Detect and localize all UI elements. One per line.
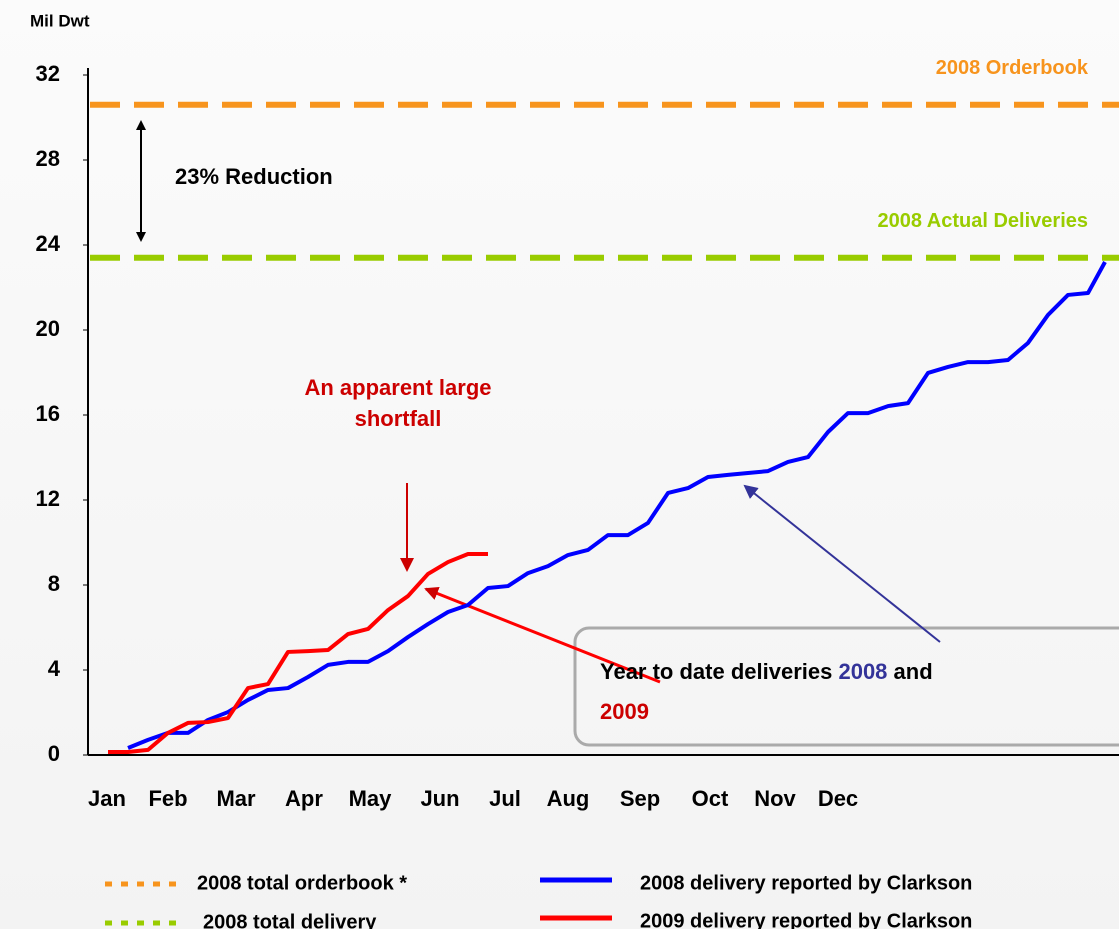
x-tick-label: Nov — [754, 786, 796, 811]
y-tick-label: 4 — [48, 656, 61, 681]
series-line — [127, 261, 1107, 750]
legend-label: 2008 delivery reported by Clarkson — [640, 872, 972, 894]
y-tick-label: 16 — [36, 401, 60, 426]
y-tick-label: 0 — [48, 741, 60, 766]
annotation-box — [573, 626, 1119, 747]
annotation-part: 2008 — [838, 659, 887, 684]
shortfall-label: An apparent large — [304, 375, 491, 400]
legend-label: 2009 delivery reported by Clarkson — [640, 910, 972, 929]
y-axis-unit: Mil Dwt — [30, 11, 90, 30]
y-tick-label: 12 — [36, 486, 60, 511]
y-tick-label: 20 — [36, 316, 60, 341]
reduction-label: 23% Reduction — [175, 164, 333, 189]
x-tick-label: Aug — [547, 786, 590, 811]
series-line — [108, 551, 488, 755]
y-tick-label: 24 — [36, 231, 61, 256]
x-tick-label: Feb — [148, 786, 187, 811]
x-tick-label: Sep — [620, 786, 660, 811]
y-tick-label: 32 — [36, 61, 60, 86]
legend-label: 2008 total orderbook * — [197, 872, 407, 894]
shortfall-label: shortfall — [355, 406, 442, 431]
legend-label: 2008 total delivery — [203, 911, 377, 929]
y-tick-label: 8 — [48, 571, 60, 596]
annotation-part: Year to date deliveries — [600, 659, 838, 684]
reference-label: 2008 Orderbook — [936, 57, 1089, 79]
x-tick-label: May — [349, 786, 393, 811]
annotation-text: 2009 — [600, 699, 649, 724]
x-tick-label: Dec — [818, 786, 858, 811]
pointer-2008 — [743, 484, 941, 643]
annotation-text: Year to date deliveries 2008 and — [600, 659, 933, 684]
x-tick-label: Oct — [692, 786, 729, 811]
x-tick-label: Jul — [489, 786, 521, 811]
x-tick-label: Jun — [420, 786, 459, 811]
x-tick-label: Apr — [285, 786, 323, 811]
reference-label: 2008 Actual Deliveries — [878, 210, 1089, 232]
x-tick-label: Mar — [216, 786, 256, 811]
annotation-part: and — [887, 659, 932, 684]
y-tick-label: 28 — [36, 146, 60, 171]
x-tick-label: Jan — [88, 786, 126, 811]
